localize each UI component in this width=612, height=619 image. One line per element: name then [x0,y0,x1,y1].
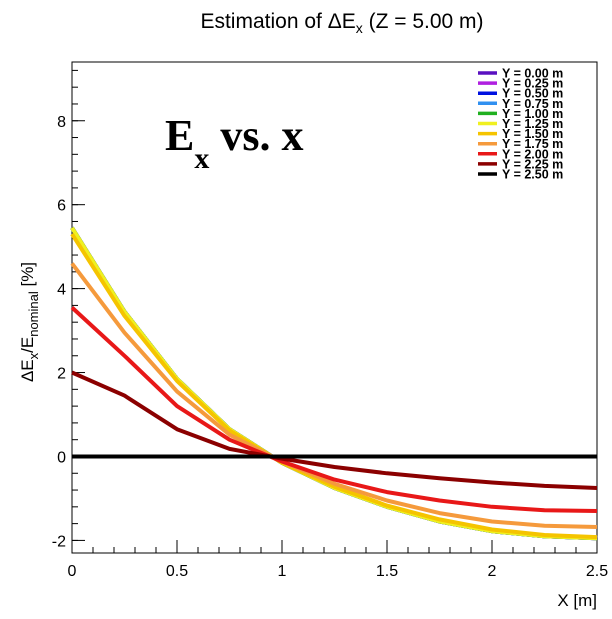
chart-title-prefix: Estimation of [200,10,327,33]
y-label-slash: /E [18,337,37,353]
series-line-8 [70,306,598,513]
x-tick-label: 0.5 [166,563,188,580]
series-layer [70,226,598,541]
series-line-7 [70,262,598,529]
annotation-rest: vs. x [209,111,303,160]
x-tick-label: 1 [278,563,287,580]
legend-entry-10: Y = 2.50 m [502,168,563,182]
y-label-sub2: nominal [26,291,41,337]
legend-entry-6: Y = 1.50 m [502,127,563,141]
legend-entry-3: Y = 0.75 m [502,97,563,111]
y-tick-label: 0 [57,449,66,466]
legend-entry-4: Y = 1.00 m [502,107,563,121]
annotation-sub: x [194,142,209,175]
legend-entry-8: Y = 2.00 m [502,147,563,161]
chart-title-symbol: ΔE [328,10,356,33]
y-tick-label: -2 [52,533,66,550]
y-label-delta: ΔE [18,359,37,382]
legend-entry-7: Y = 1.75 m [502,137,563,151]
annotation-main: E [165,111,194,160]
x-tick-label: 0 [68,563,77,580]
series-line-6 [70,233,598,540]
chart-title-sub: x [356,20,363,36]
axis-ticks [71,69,598,553]
y-tick-label: 6 [57,198,66,215]
chart-title-suffix: (Z = 5.00 m) [363,10,484,33]
legend: Y = 0.00 mY = 0.25 mY = 0.50 mY = 0.75 m… [478,67,563,182]
y-label-sub1: x [26,352,41,359]
x-tick-label: 2 [488,563,497,580]
x-tick-label: 1.5 [376,563,398,580]
y-tick-label: 8 [57,114,66,131]
y-tick-label: 2 [57,366,66,383]
y-label-unit: [%] [18,262,37,291]
series-line-9 [71,370,598,490]
x-axis-label: X [m] [557,591,597,610]
legend-entry-9: Y = 2.25 m [502,157,563,171]
x-tick-label: 2.5 [586,563,608,580]
y-tick-label: 4 [57,282,66,299]
chart-title: Estimation of ΔEx (Z = 5.00 m) [200,10,483,36]
y-axis-label: ΔEx/Enominal [%] [18,262,41,382]
legend-entry-0: Y = 0.00 m [502,67,563,81]
legend-entry-5: Y = 1.25 m [502,117,563,131]
legend-entry-1: Y = 0.25 m [502,77,563,91]
legend-entry-2: Y = 0.50 m [502,87,563,101]
plot-annotation: Ex vs. x [165,111,303,175]
